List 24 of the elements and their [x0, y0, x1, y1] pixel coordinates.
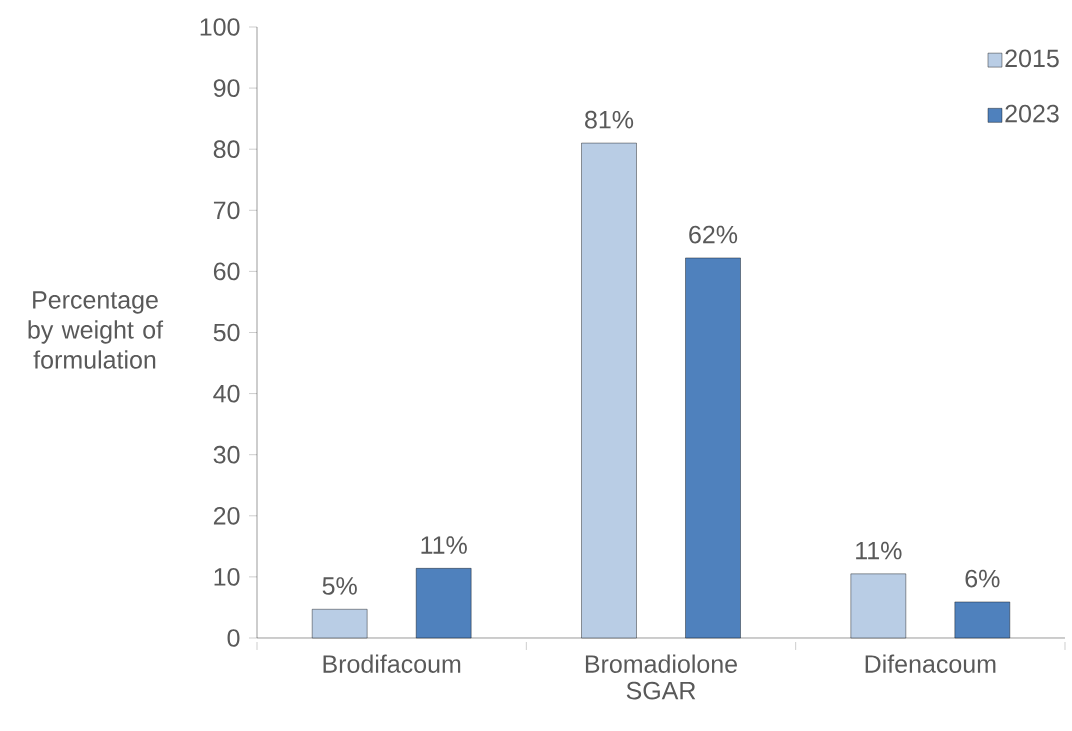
y-tick-label: 60 — [213, 262, 240, 281]
y-axis-title: Percentage by weight of formulation — [28, 291, 164, 369]
x-axis-title: SGAR — [626, 681, 696, 700]
y-tick-label: 50 — [213, 323, 240, 342]
y-tick-label: 30 — [213, 445, 240, 464]
y-tick-label: 100 — [200, 18, 240, 36]
y-tick-label: 40 — [213, 384, 240, 403]
y-tick-label: 80 — [213, 140, 240, 159]
data-label: 11% — [421, 536, 467, 554]
data-label: 6% — [965, 569, 1000, 588]
data-label: 11% — [856, 541, 902, 560]
legend-label: 2015 — [1005, 49, 1059, 68]
data-label: 62% — [689, 225, 738, 244]
y-tick-label: 20 — [213, 506, 240, 525]
y-tick-label: 70 — [213, 201, 240, 220]
x-tick-label: Bromadiolone — [585, 654, 737, 673]
y-tick-label: 10 — [214, 568, 240, 586]
x-tick-label: Difenacoum — [865, 654, 996, 673]
data-label: 81% — [585, 110, 634, 129]
y-tick-label: 90 — [213, 79, 240, 97]
data-label: 5% — [322, 577, 357, 595]
y-tick-label: 0 — [227, 629, 240, 647]
legend-label: 2023 — [1005, 104, 1059, 123]
x-tick-label: Brodifacoum — [323, 654, 461, 673]
